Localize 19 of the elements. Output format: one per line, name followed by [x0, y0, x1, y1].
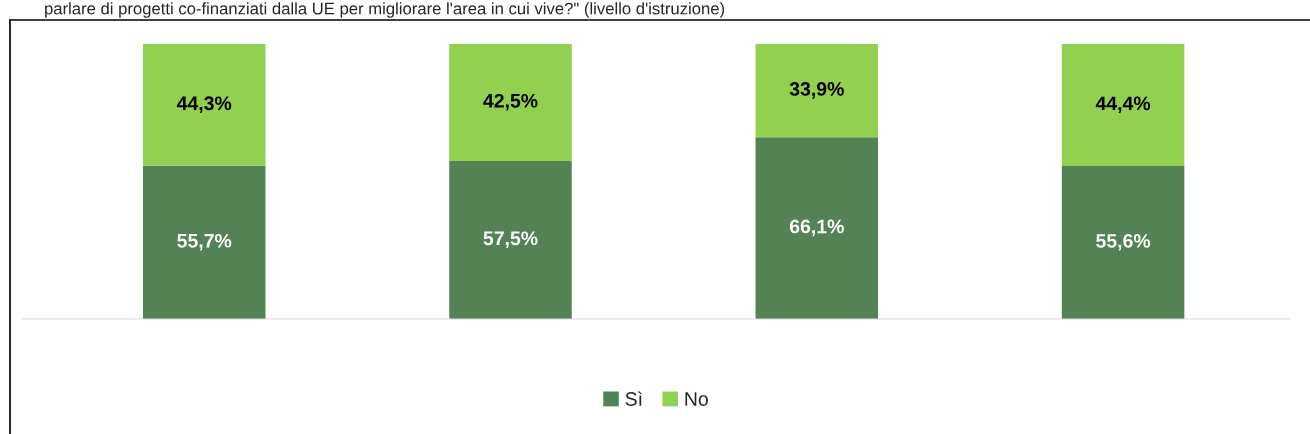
- data-label: 42,5%: [483, 93, 538, 111]
- bar: [449, 44, 572, 161]
- legend-label: Sì: [625, 391, 642, 406]
- bar: [1061, 44, 1185, 167]
- legend-label: No: [685, 392, 708, 406]
- bar: [449, 160, 572, 319]
- data-label: 44,4%: [1095, 96, 1151, 114]
- bar: [142, 44, 266, 166]
- chart-title: parlare di progetti co-finanziati dalla UE per migliorare l'area in cui vive?" (livello d'istruzione): [45, 2, 725, 18]
- bar: [142, 165, 266, 319]
- bar: [1061, 166, 1185, 319]
- data-label: 55,6%: [1096, 234, 1151, 251]
- data-label: 55,7%: [177, 233, 232, 251]
- data-label: 33,9%: [789, 82, 844, 99]
- data-label: 57,5%: [483, 231, 538, 248]
- bar: [755, 137, 879, 319]
- data-label: 66,1%: [789, 219, 844, 237]
- bar: [755, 44, 879, 138]
- data-label: 44,3%: [176, 96, 232, 113]
